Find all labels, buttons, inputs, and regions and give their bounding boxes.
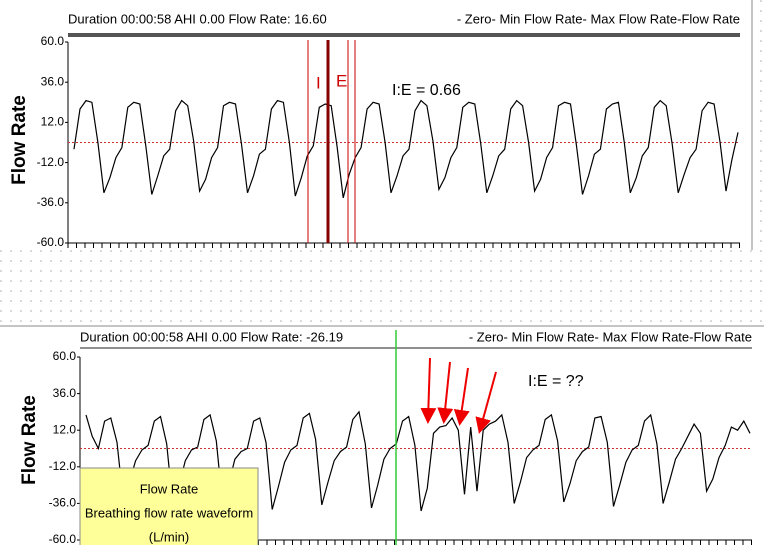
legend: - Zero- Min Flow Rate- Max Flow Rate-Flo… bbox=[457, 11, 740, 26]
y-tick-label: 12.0 bbox=[53, 422, 77, 436]
annotation: I bbox=[316, 73, 321, 92]
annotation: E bbox=[336, 71, 347, 90]
y-tick-label: -36.0 bbox=[49, 496, 77, 510]
y-axis-label: Flow Rate bbox=[9, 95, 30, 185]
y-tick-label: 60.0 bbox=[53, 349, 77, 363]
y-tick-label: 60.0 bbox=[41, 34, 65, 48]
y-tick-label: -12.0 bbox=[37, 155, 65, 169]
y-tick-label: -60.0 bbox=[37, 235, 65, 249]
chart-header: Duration 00:00:58 AHI 0.00 Flow Rate: 16… bbox=[68, 11, 327, 26]
tooltip-line: Flow Rate bbox=[140, 481, 199, 496]
legend: - Zero- Min Flow Rate- Max Flow Rate-Flo… bbox=[469, 329, 752, 344]
annotation: I:E = 0.66 bbox=[392, 82, 461, 99]
flow-line bbox=[85, 410, 751, 512]
arrow bbox=[475, 371, 497, 434]
arrow bbox=[437, 361, 454, 424]
y-tick-label: 36.0 bbox=[53, 386, 77, 400]
arrow bbox=[453, 367, 470, 426]
chart-2: Duration 00:00:58 AHI 0.00 Flow Rate: -2… bbox=[19, 329, 752, 549]
y-tick-label: 36.0 bbox=[41, 74, 65, 88]
y-tick-label: -60.0 bbox=[49, 532, 77, 545]
y-axis-label: Flow Rate bbox=[19, 395, 40, 485]
flow-line bbox=[73, 99, 739, 198]
tooltip-line: Breathing flow rate waveform bbox=[85, 505, 253, 520]
tooltip-line: (L/min) bbox=[149, 529, 189, 544]
y-tick-label: -36.0 bbox=[37, 195, 65, 209]
chart-header: Duration 00:00:58 AHI 0.00 Flow Rate: -2… bbox=[80, 329, 343, 344]
annotation: I:E = ?? bbox=[528, 373, 584, 390]
y-tick-label: 12.0 bbox=[41, 115, 65, 129]
chart-1: Duration 00:00:58 AHI 0.00 Flow Rate: 16… bbox=[9, 11, 740, 249]
tooltip bbox=[79, 467, 259, 549]
y-tick-label: -12.0 bbox=[49, 459, 77, 473]
panel-1 bbox=[0, 0, 752, 250]
arrow bbox=[420, 357, 437, 424]
